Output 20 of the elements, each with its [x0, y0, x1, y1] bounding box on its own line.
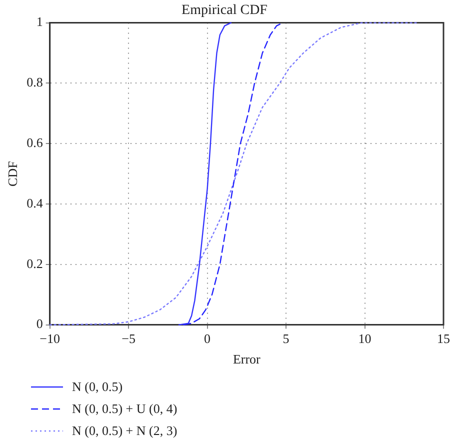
y-tick-label: 0	[36, 316, 43, 332]
y-tick-label: 0.8	[26, 74, 43, 90]
legend-label: N (0, 0.5)	[72, 379, 123, 395]
x-tick-label: 0	[204, 331, 211, 346]
y-tick-label: 1	[36, 14, 43, 30]
y-tick-label: 0.2	[26, 256, 43, 271]
y-tick-label: 0.4	[26, 195, 44, 210]
x-tick-label: 15	[437, 331, 450, 346]
legend-label: N (0, 0.5) + U (0, 4)	[72, 401, 178, 417]
y-tick-label: 0.6	[26, 135, 44, 150]
x-tick-label: −5	[122, 331, 136, 346]
line-series	[183, 22, 284, 326]
x-tick-label: 5	[282, 331, 290, 346]
x-tick-label: −10	[40, 331, 60, 346]
y-axis-title: CDF	[5, 161, 20, 186]
x-axis-title: Error	[232, 352, 262, 367]
x-tick-label: 10	[358, 331, 372, 346]
chart-title: Empirical CDF	[182, 3, 268, 18]
line-series	[49, 22, 418, 326]
legend-label: N (0, 0.5) + N (2, 3)	[72, 423, 178, 439]
